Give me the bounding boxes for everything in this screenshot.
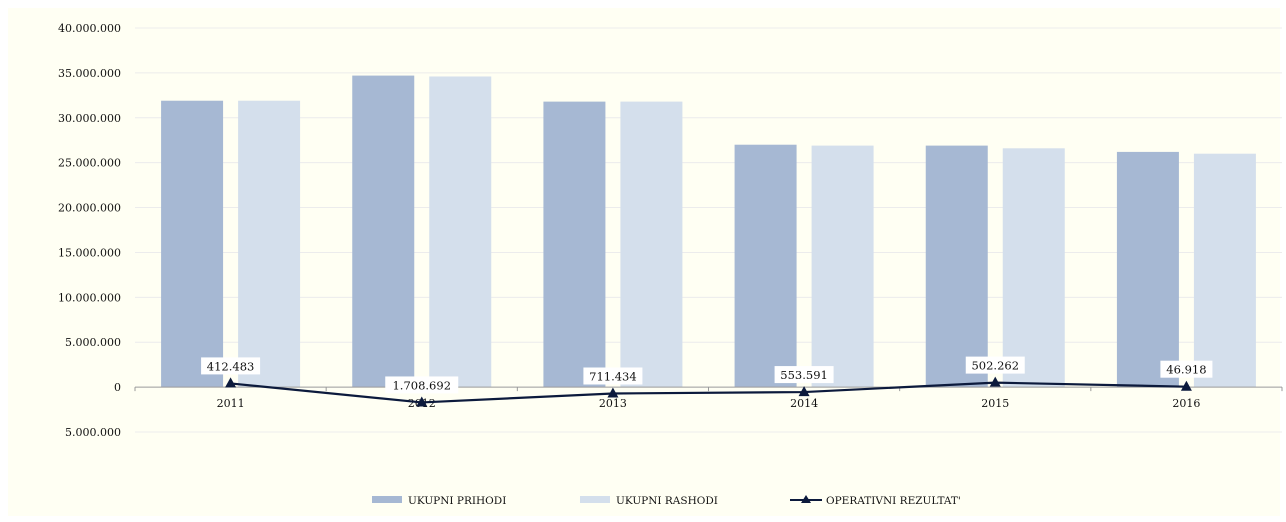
y-tick-label: 40.000.000	[58, 22, 121, 35]
legend-triangle-marker	[801, 495, 811, 503]
data-label: 553.591	[780, 368, 828, 382]
x-tick-label: 2015	[981, 397, 1009, 410]
y-tick-label: 0	[114, 381, 121, 394]
bar-rashodi	[1193, 153, 1256, 388]
bar-rashodi	[238, 100, 301, 388]
data-label: 46.918	[1166, 363, 1206, 377]
triangle-marker	[1180, 380, 1192, 391]
data-label-box	[583, 367, 643, 385]
triangle-marker	[607, 387, 619, 398]
x-axis-ticks: 201120122013201420152016	[217, 397, 1201, 410]
x-tick-label: 2016	[1172, 397, 1200, 410]
y-tick-label: 35.000.000	[58, 67, 121, 80]
bar-prihodi	[543, 101, 606, 388]
data-label-box	[965, 356, 1025, 374]
y-tick-label: 30.000.000	[58, 112, 121, 125]
triangle-marker	[225, 377, 237, 388]
bar-prihodi	[161, 100, 224, 388]
bars	[161, 75, 1256, 388]
data-label: 1.708.692	[392, 378, 451, 392]
series-line	[230, 381, 1187, 404]
x-tick-label: 2011	[217, 397, 245, 410]
data-label-box	[1160, 360, 1213, 378]
y-tick-label: 15.000.000	[58, 246, 121, 259]
bar-prihodi	[925, 145, 988, 388]
legend-swatch	[372, 496, 402, 503]
triangle-marker	[989, 376, 1001, 387]
data-labels: 412.483 1.708.692 711.434 553.591 502.262 46.…	[201, 356, 1213, 394]
bar-prihodi	[1116, 151, 1179, 388]
gridlines	[135, 27, 1282, 433]
data-label-box	[774, 366, 834, 384]
legend-swatch	[580, 496, 610, 503]
y-tick-label: 5.000.000	[65, 336, 121, 349]
y-tick-label: 20.000.000	[58, 202, 121, 215]
data-label-box	[201, 357, 261, 375]
y-tick-label: 25.000.000	[58, 157, 121, 170]
data-label-box	[385, 376, 459, 394]
y-axis-ticks: 40.000.000 35.000.000 30.000.000 25.000.000…	[58, 22, 121, 439]
bar-rashodi	[620, 101, 683, 388]
triangle-marker	[798, 386, 810, 397]
legend-label: UKUPNI PRIHODI	[408, 495, 506, 507]
legend: UKUPNI PRIHODI UKUPNI RASHODI OPERATIVNI R…	[372, 495, 961, 507]
bar-rashodi	[429, 76, 492, 388]
x-axis	[134, 386, 1283, 392]
bar-rashodi	[1002, 148, 1065, 388]
data-label: 711.434	[589, 369, 637, 383]
x-tick-label: 2014	[790, 397, 818, 410]
data-label: 412.483	[207, 359, 255, 373]
operating-result-line	[225, 376, 1192, 407]
triangle-marker	[416, 396, 428, 407]
bar-prihodi	[734, 144, 797, 388]
bar-rashodi	[811, 145, 874, 388]
x-tick-label: 2013	[599, 397, 627, 410]
y-tick-label: 10.000.000	[58, 291, 121, 304]
legend-label: OPERATIVNI REZULTAT'	[826, 495, 961, 507]
bar-prihodi	[352, 75, 415, 388]
data-label: 502.262	[971, 359, 1019, 373]
legend-label: UKUPNI RASHODI	[616, 495, 718, 507]
y-tick-label: 5.000.000	[65, 426, 121, 439]
